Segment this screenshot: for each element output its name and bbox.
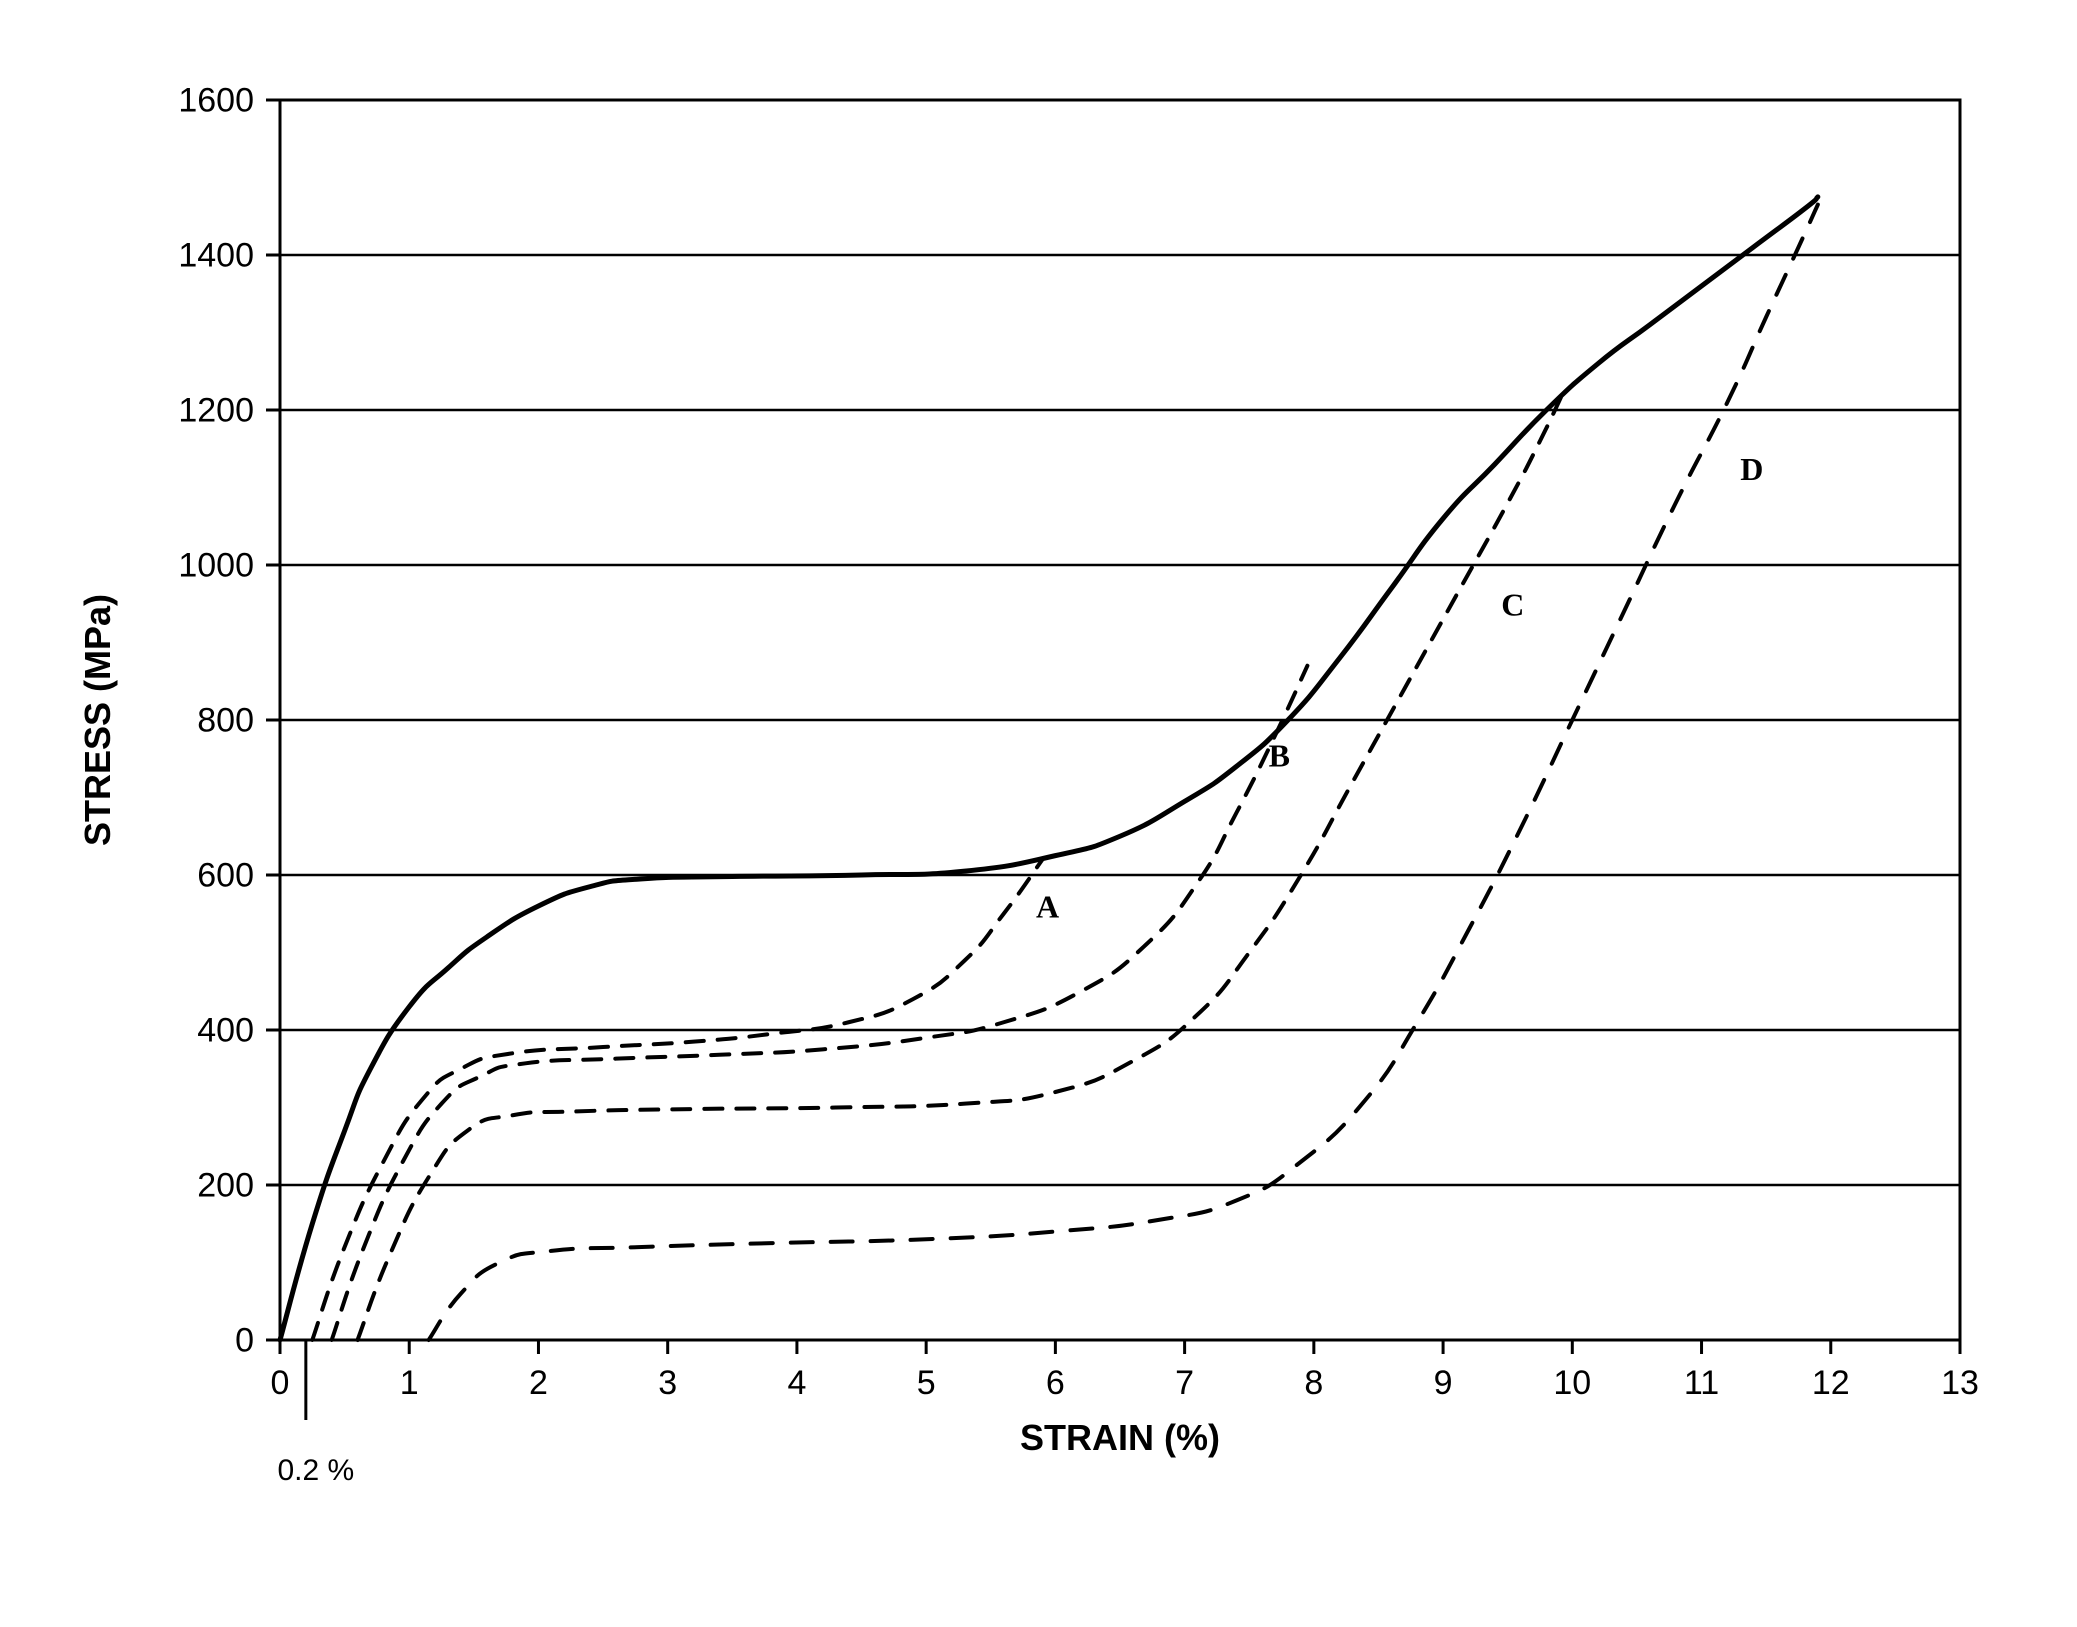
x-tick-label: 9 bbox=[1434, 1364, 1453, 1402]
stress-strain-chart: 0123456789101112130200400600800100012001… bbox=[40, 40, 2037, 1587]
series-label-A: A bbox=[1036, 889, 1059, 925]
y-tick-label: 0 bbox=[235, 1321, 254, 1359]
chart-svg: 0123456789101112130200400600800100012001… bbox=[40, 40, 2037, 1587]
x-tick-label: 2 bbox=[529, 1364, 548, 1402]
y-tick-label: 1000 bbox=[178, 546, 254, 584]
x-tick-label: 0 bbox=[271, 1364, 290, 1402]
offset-marker-label: 0.2 % bbox=[277, 1454, 354, 1487]
x-tick-label: 4 bbox=[787, 1364, 806, 1402]
x-tick-label: 12 bbox=[1812, 1364, 1850, 1402]
y-tick-label: 200 bbox=[197, 1166, 254, 1204]
x-tick-label: 1 bbox=[400, 1364, 419, 1402]
series-label-C: C bbox=[1501, 586, 1524, 622]
series-label-B: B bbox=[1269, 738, 1290, 774]
y-tick-label: 1200 bbox=[178, 391, 254, 429]
y-tick-label: 800 bbox=[197, 701, 254, 739]
x-axis-label: STRAIN (%) bbox=[1020, 1417, 1220, 1458]
x-tick-label: 8 bbox=[1304, 1364, 1323, 1402]
x-tick-label: 7 bbox=[1175, 1364, 1194, 1402]
y-tick-label: 1600 bbox=[178, 81, 254, 119]
x-tick-label: 13 bbox=[1941, 1364, 1979, 1402]
x-tick-label: 6 bbox=[1046, 1364, 1065, 1402]
x-tick-label: 11 bbox=[1684, 1364, 1719, 1402]
y-tick-label: 600 bbox=[197, 856, 254, 894]
series-label-D: D bbox=[1740, 451, 1763, 487]
y-tick-label: 1400 bbox=[178, 236, 254, 274]
x-tick-label: 5 bbox=[917, 1364, 936, 1402]
x-tick-label: 10 bbox=[1553, 1364, 1591, 1402]
x-tick-label: 3 bbox=[658, 1364, 677, 1402]
y-axis-label: STRESS (MPa) bbox=[77, 594, 118, 846]
y-tick-label: 400 bbox=[197, 1011, 254, 1049]
